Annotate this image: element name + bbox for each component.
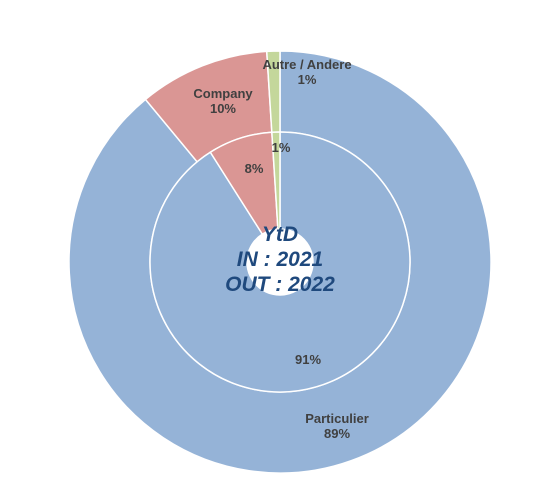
slice-inner-autre-andere xyxy=(271,131,281,230)
slice-inner-particulier xyxy=(149,131,411,393)
inner-ring xyxy=(149,131,411,393)
outer-ring xyxy=(68,50,492,474)
center-line-3: OUT : 2022 xyxy=(225,273,335,296)
slice-label-company-inner: 8% xyxy=(245,161,264,176)
slice-label-company-outer: Company 10% xyxy=(193,86,252,116)
center-line-2: IN : 2021 xyxy=(236,248,324,271)
category-label: Particulier xyxy=(305,411,369,426)
category-label: Autre / Andere xyxy=(262,57,352,72)
category-label: Company xyxy=(193,86,253,101)
value-label: 1% xyxy=(271,140,291,155)
slice-label-particulier-outer: Particulier 89% xyxy=(305,411,369,441)
center-text: YtD IN : 2021 OUT : 2022 xyxy=(200,222,360,297)
slice-label-autre-inner: 1% xyxy=(272,140,291,155)
slice-label-autre-outer: Autre / Andere 1% xyxy=(262,57,351,87)
slice-label-particulier-inner: 91% xyxy=(295,352,321,367)
value-label: 8% xyxy=(244,161,264,176)
center-line-1: YtD xyxy=(261,223,299,246)
value-label: 1% xyxy=(297,72,317,87)
value-label: 89% xyxy=(323,426,351,441)
value-label: 91% xyxy=(294,352,322,367)
value-label: 10% xyxy=(209,101,237,116)
